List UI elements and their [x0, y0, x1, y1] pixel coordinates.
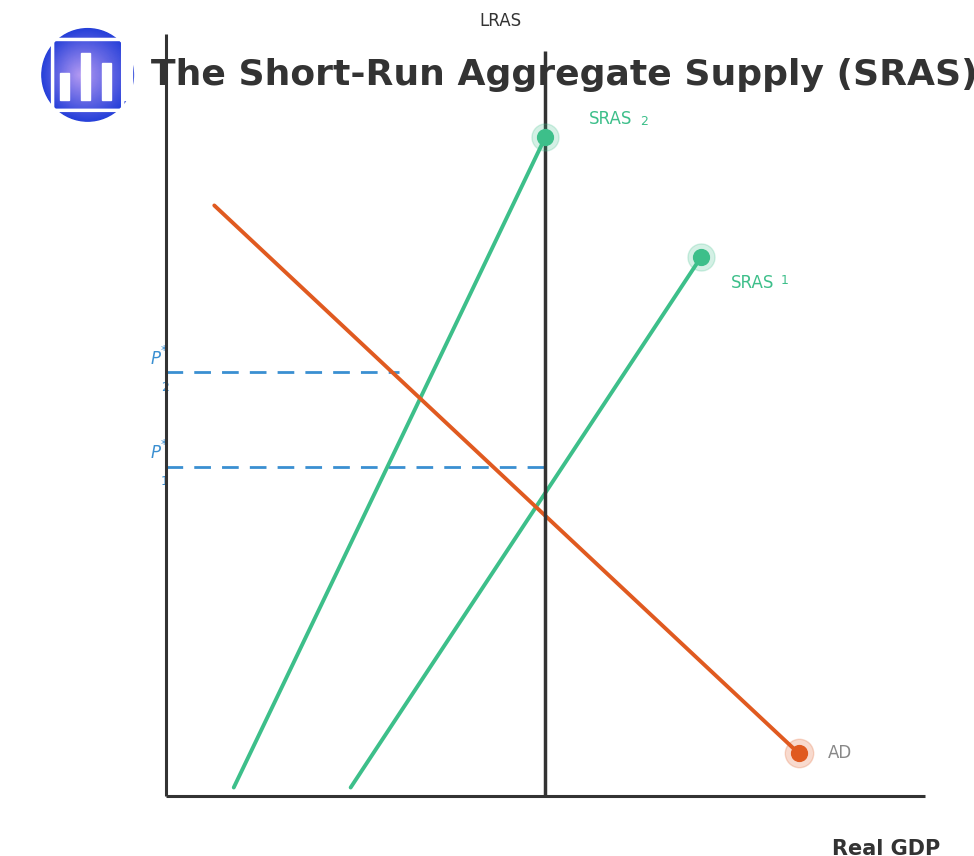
Circle shape	[74, 68, 89, 82]
Text: P: P	[151, 444, 161, 462]
Point	[693, 250, 709, 264]
Circle shape	[62, 54, 104, 96]
Text: 2: 2	[640, 116, 648, 128]
Circle shape	[53, 42, 119, 108]
Bar	[102, 63, 111, 100]
Bar	[60, 73, 69, 100]
Circle shape	[54, 43, 117, 107]
Circle shape	[76, 70, 86, 80]
Circle shape	[51, 39, 122, 111]
Text: Real GDP: Real GDP	[832, 839, 941, 856]
Circle shape	[64, 56, 102, 94]
Circle shape	[55, 45, 115, 105]
Circle shape	[61, 53, 105, 97]
Circle shape	[64, 56, 101, 93]
Text: 2: 2	[161, 381, 169, 394]
Circle shape	[44, 32, 131, 118]
Text: P: P	[151, 350, 161, 368]
Circle shape	[57, 48, 111, 102]
Text: Price
Level: Price Level	[70, 68, 125, 107]
Circle shape	[45, 33, 130, 117]
Point	[538, 130, 553, 144]
Text: *: *	[161, 438, 167, 451]
Circle shape	[47, 35, 126, 115]
Circle shape	[71, 65, 92, 85]
Circle shape	[49, 37, 124, 113]
Circle shape	[68, 60, 97, 90]
Circle shape	[70, 62, 94, 87]
Circle shape	[73, 67, 90, 83]
Circle shape	[78, 73, 82, 77]
Circle shape	[77, 71, 84, 79]
Circle shape	[66, 58, 99, 92]
Circle shape	[43, 30, 132, 120]
Point	[791, 746, 806, 760]
Circle shape	[72, 66, 91, 84]
Circle shape	[42, 28, 133, 122]
Text: AD: AD	[828, 744, 852, 763]
Point	[538, 130, 553, 144]
Text: *: *	[161, 344, 167, 357]
Bar	[82, 53, 91, 100]
Circle shape	[56, 45, 114, 104]
Circle shape	[46, 33, 129, 116]
Circle shape	[79, 74, 81, 76]
Circle shape	[56, 46, 113, 104]
Text: 1: 1	[781, 274, 789, 287]
Text: The Short-Run Aggregate Supply (SRAS): The Short-Run Aggregate Supply (SRAS)	[151, 58, 974, 92]
Circle shape	[75, 68, 88, 81]
Circle shape	[52, 41, 120, 109]
Circle shape	[63, 55, 103, 95]
Circle shape	[54, 44, 116, 106]
Circle shape	[71, 64, 93, 86]
Circle shape	[50, 38, 123, 112]
Circle shape	[57, 47, 112, 103]
Circle shape	[48, 36, 125, 114]
Circle shape	[68, 61, 95, 89]
Point	[693, 250, 709, 264]
Circle shape	[60, 51, 108, 99]
Circle shape	[65, 57, 100, 92]
Circle shape	[44, 31, 131, 119]
Text: SRAS: SRAS	[730, 274, 774, 292]
Point	[791, 746, 806, 760]
Text: LRAS: LRAS	[479, 12, 521, 30]
Circle shape	[58, 49, 110, 101]
Circle shape	[75, 69, 87, 80]
Circle shape	[51, 39, 121, 110]
Circle shape	[61, 51, 107, 98]
Bar	[124, 44, 132, 100]
Circle shape	[67, 59, 98, 91]
Circle shape	[69, 62, 94, 88]
Circle shape	[78, 72, 83, 78]
Circle shape	[59, 50, 109, 100]
Text: 1: 1	[161, 475, 169, 488]
Text: SRAS: SRAS	[589, 110, 633, 128]
Circle shape	[47, 34, 127, 116]
